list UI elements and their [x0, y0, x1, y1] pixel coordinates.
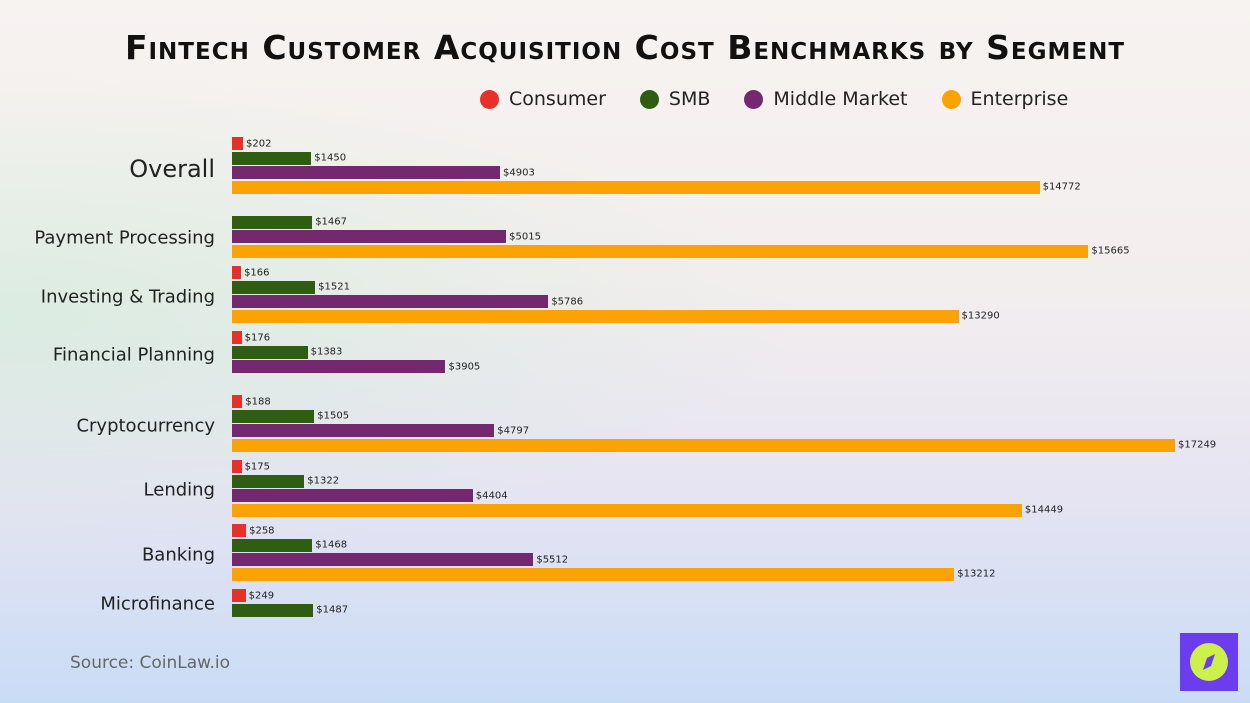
data-label: $3905 — [448, 361, 481, 373]
bar-smb — [232, 409, 315, 423]
data-label: $4903 — [503, 167, 535, 179]
bar-smb — [232, 538, 313, 552]
bar-enterprise — [232, 180, 1040, 194]
bar-smb — [232, 603, 314, 617]
data-label: $1450 — [314, 152, 347, 164]
data-label: $13212 — [957, 568, 996, 580]
legend-swatch — [744, 89, 764, 109]
category-label: Cryptocurrency — [76, 415, 215, 437]
category-label: Investing & Trading — [40, 286, 215, 308]
data-label: $175 — [244, 461, 271, 472]
data-label: $14772 — [1042, 181, 1081, 193]
data-label: $249 — [248, 590, 275, 601]
legend-swatch — [480, 89, 499, 109]
category-label: Lending — [143, 479, 215, 501]
bar-enterprise — [232, 567, 955, 581]
source-text: Source: CoinLaw.io — [70, 653, 231, 673]
data-label: $176 — [244, 332, 271, 343]
bar-middle-market — [232, 230, 507, 244]
bar-smb — [232, 151, 312, 165]
compass-icon — [1180, 633, 1238, 691]
bar-smb — [232, 280, 316, 294]
data-label: $1505 — [317, 410, 350, 422]
data-label: $188 — [245, 396, 271, 407]
data-label: $1521 — [318, 281, 350, 293]
data-label: $258 — [249, 525, 275, 536]
data-label: $1467 — [315, 216, 347, 228]
bar-enterprise — [232, 438, 1175, 452]
bar-middle-market — [232, 553, 534, 567]
bar-consumer — [232, 524, 247, 537]
data-label: $4797 — [497, 425, 530, 437]
data-label: $13290 — [961, 310, 1000, 322]
legend-swatch — [941, 89, 961, 109]
legend: Consumer SMB Middle Market Enterprise — [480, 88, 1102, 110]
legend-item: Enterprise — [941, 88, 1069, 110]
legend-item: Middle Market — [744, 88, 908, 110]
bar-middle-market — [232, 166, 501, 180]
data-label: $17249 — [1178, 439, 1217, 451]
category-label: Payment Processing — [34, 227, 215, 249]
legend-item: SMB — [639, 88, 711, 110]
bar-consumer — [232, 331, 242, 344]
data-label: $1322 — [307, 475, 340, 487]
data-label: $15665 — [1091, 245, 1130, 257]
data-label: $5512 — [536, 554, 569, 566]
data-label: $1468 — [315, 539, 348, 551]
legend-swatch — [639, 89, 659, 109]
bar-smb — [232, 474, 305, 488]
bar-smb — [232, 215, 313, 229]
data-label: $5786 — [551, 296, 584, 308]
bar-middle-market — [232, 424, 495, 438]
data-label: $5015 — [509, 231, 541, 243]
bar-enterprise — [232, 244, 1089, 258]
legend-item: Consumer — [480, 88, 606, 110]
bar-consumer — [232, 395, 243, 408]
data-label: $166 — [244, 267, 270, 278]
category-label: Banking — [141, 544, 215, 566]
bar-enterprise — [232, 503, 1022, 517]
chart-title: Fintech Customer Acquisition Cost Benchm… — [124, 28, 1126, 67]
data-label: $1383 — [310, 346, 343, 358]
bar-middle-market — [232, 489, 473, 503]
legend-label: SMB — [668, 88, 711, 110]
bar-middle-market — [232, 360, 446, 374]
data-label: $4404 — [475, 490, 508, 502]
bar-smb — [232, 345, 308, 359]
bar-enterprise — [232, 309, 959, 323]
category-label: Microfinance — [100, 593, 215, 615]
data-label: $202 — [246, 138, 272, 149]
legend-label: Enterprise — [970, 88, 1069, 110]
data-label: $1487 — [316, 604, 349, 616]
category-label: Overall — [129, 155, 215, 183]
data-label: $14449 — [1024, 504, 1064, 516]
bar-middle-market — [232, 295, 549, 309]
bar-consumer — [232, 266, 242, 279]
category-label: Financial Planning — [52, 344, 215, 366]
bar-consumer — [232, 589, 246, 602]
legend-label: Consumer — [509, 88, 606, 110]
bar-consumer — [232, 137, 244, 150]
bar-consumer — [232, 460, 242, 473]
legend-label: Middle Market — [773, 88, 908, 110]
